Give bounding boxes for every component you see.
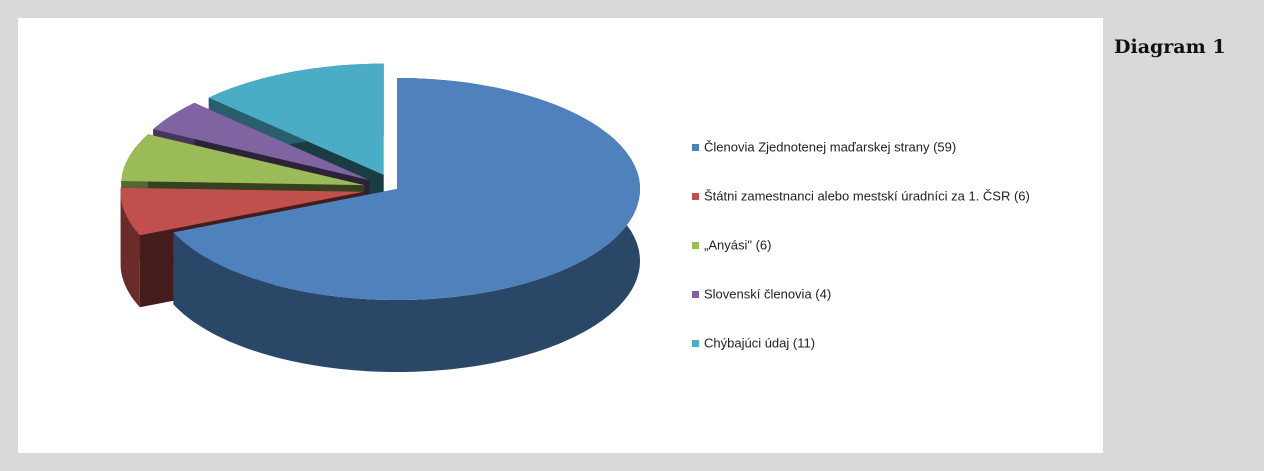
legend-swatch — [692, 242, 699, 249]
legend-label: Slovenskí členovia (4) — [704, 286, 831, 301]
legend-label: Štátni zamestnanci alebo mestskí úradníc… — [704, 188, 1030, 203]
caption: Diagram 1 — [1114, 36, 1226, 58]
legend-swatch — [692, 340, 699, 347]
slice — [121, 134, 365, 186]
slice — [208, 63, 384, 175]
slice-side — [120, 187, 140, 308]
legend-swatch — [692, 291, 699, 298]
legend-label: Členovia Zjednotenej maďarskej strany (5… — [704, 139, 956, 154]
legend-label: „Anyási" (6) — [704, 237, 771, 252]
slice — [173, 78, 640, 300]
legend-swatch — [692, 193, 699, 200]
legend-label: Chýbajúci údaj (11) — [704, 335, 815, 350]
legend: Členovia Zjednotenej maďarskej strany (5… — [692, 139, 1030, 350]
slice — [153, 102, 370, 180]
slice — [120, 187, 364, 236]
pie — [120, 63, 640, 372]
legend-swatch — [692, 144, 699, 151]
